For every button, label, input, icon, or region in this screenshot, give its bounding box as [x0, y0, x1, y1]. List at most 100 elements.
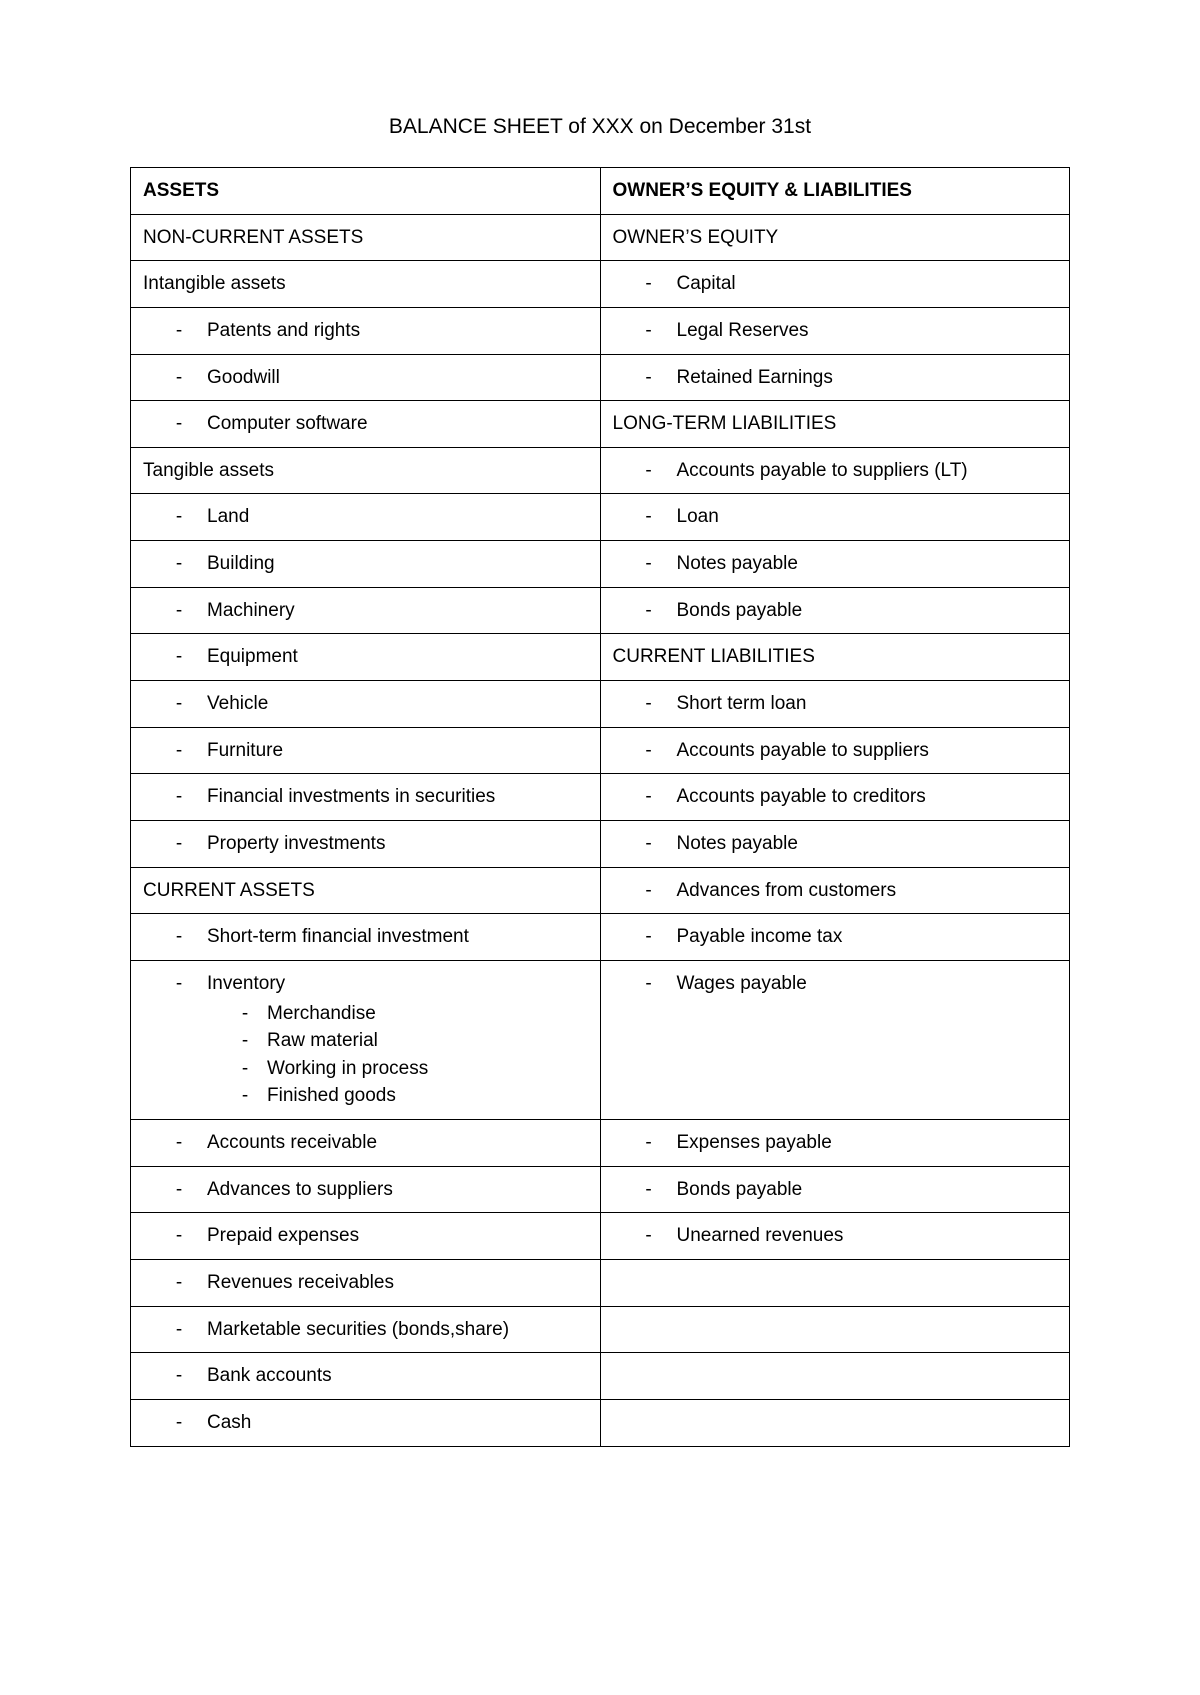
bullet-label: Property investments	[207, 833, 385, 854]
bullet-dash-icon: -	[641, 318, 657, 344]
bullet-label: Capital	[677, 273, 736, 294]
bullet-dash-icon: -	[641, 691, 657, 717]
bullet-text-wrap: Payable income tax	[677, 924, 1058, 950]
bullet-text-wrap: Goodwill	[207, 365, 588, 391]
bullet-dash-icon: -	[237, 1001, 253, 1027]
cell-right: -Bonds payable	[600, 1166, 1070, 1213]
bullet-dash-icon: -	[171, 1177, 187, 1203]
cell-right: -Loan	[600, 494, 1070, 541]
bullet-item: -Accounts payable to suppliers (LT)	[613, 458, 1058, 484]
bullet-text-wrap: Legal Reserves	[677, 318, 1058, 344]
table-row: -Revenues receivables	[131, 1260, 1070, 1307]
bullet-text-wrap: Building	[207, 551, 588, 577]
subsection-heading: Intangible assets	[143, 273, 286, 294]
bullet-text-wrap: Accounts payable to suppliers	[677, 738, 1058, 764]
sub-bullet-item: -Merchandise	[207, 1001, 588, 1027]
table-row: -Prepaid expenses-Unearned revenues	[131, 1213, 1070, 1260]
cell-left: CURRENT ASSETS	[131, 867, 601, 914]
bullet-label: Short-term financial investment	[207, 926, 469, 947]
cell-right: LONG-TERM LIABILITIES	[600, 401, 1070, 448]
bullet-label: Legal Reserves	[677, 320, 809, 341]
bullet-label: Notes payable	[677, 833, 798, 854]
cell-left: -Building	[131, 541, 601, 588]
bullet-item: -Wages payable	[613, 971, 1058, 997]
bullet-label: Retained Earnings	[677, 367, 833, 388]
bullet-label: Goodwill	[207, 367, 280, 388]
table-row: -Advances to suppliers -Bonds payable	[131, 1166, 1070, 1213]
bullet-item: -Accounts payable to suppliers	[613, 738, 1058, 764]
cell-left: -Financial investments in securities	[131, 774, 601, 821]
bullet-item: -Loan	[613, 504, 1058, 530]
bullet-item: -Equipment	[143, 644, 588, 670]
sub-bullet-item: -Working in process	[207, 1056, 588, 1082]
sub-bullet-label: Finished goods	[267, 1083, 396, 1109]
bullet-item: -Furniture	[143, 738, 588, 764]
bullet-label: Bonds payable	[677, 600, 803, 621]
cell-right: -Expenses payable	[600, 1120, 1070, 1167]
bullet-item: -Financial investments in securities	[143, 784, 588, 810]
bullet-label: Notes payable	[677, 553, 798, 574]
bullet-text-wrap: Bank accounts	[207, 1363, 588, 1389]
table-row: -Building -Notes payable	[131, 541, 1070, 588]
table-header-row: ASSETSOWNER’S EQUITY & LIABILITIES	[131, 168, 1070, 215]
cell-left: -Prepaid expenses	[131, 1213, 601, 1260]
section-heading: NON-CURRENT ASSETS	[143, 227, 363, 248]
bullet-dash-icon: -	[641, 598, 657, 624]
header-cell-left: ASSETS	[131, 168, 601, 215]
cell-left: Tangible assets	[131, 447, 601, 494]
bullet-dash-icon: -	[171, 365, 187, 391]
table-row: CURRENT ASSETS-Advances from customers	[131, 867, 1070, 914]
cell-right: -Unearned revenues	[600, 1213, 1070, 1260]
bullet-item: -Land	[143, 504, 588, 530]
table-row: -Property investments-Notes payable	[131, 820, 1070, 867]
bullet-item: -Notes payable	[613, 551, 1058, 577]
bullet-label: Patents and rights	[207, 320, 360, 341]
bullet-text-wrap: Revenues receivables	[207, 1270, 588, 1296]
bullet-text-wrap: Bonds payable	[677, 598, 1058, 624]
bullet-dash-icon: -	[171, 1130, 187, 1156]
bullet-item: -Advances to suppliers	[143, 1177, 588, 1203]
table-row: -Financial investments in securities-Acc…	[131, 774, 1070, 821]
bullet-text-wrap: Prepaid expenses	[207, 1223, 588, 1249]
cell-right: -Payable income tax	[600, 914, 1070, 961]
bullet-label: Short term loan	[677, 693, 807, 714]
sub-bullet-item: -Finished goods	[207, 1083, 588, 1109]
cell-right: -Short term loan	[600, 681, 1070, 728]
cell-left: -Property investments	[131, 820, 601, 867]
bullet-text-wrap: Advances from customers	[677, 878, 1058, 904]
cell-right	[600, 1306, 1070, 1353]
bullet-text-wrap: Advances to suppliers	[207, 1177, 588, 1203]
table-row: -EquipmentCURRENT LIABILITIES	[131, 634, 1070, 681]
cell-left: -Land	[131, 494, 601, 541]
bullet-text-wrap: Accounts payable to suppliers (LT)	[677, 458, 1058, 484]
bullet-item: -Bonds payable	[613, 598, 1058, 624]
bullet-dash-icon: -	[171, 971, 187, 997]
balance-sheet-table: ASSETSOWNER’S EQUITY & LIABILITIES NON-CU…	[130, 167, 1070, 1447]
bullet-dash-icon: -	[171, 1363, 187, 1389]
table-row: -Accounts receivable-Expenses payable	[131, 1120, 1070, 1167]
header-label: ASSETS	[143, 180, 219, 201]
bullet-item: -Marketable securities (bonds,share)	[143, 1317, 588, 1343]
bullet-label: Machinery	[207, 600, 295, 621]
bullet-text-wrap: Cash	[207, 1410, 588, 1436]
cell-right: -Advances from customers	[600, 867, 1070, 914]
cell-left: -Vehicle	[131, 681, 601, 728]
bullet-item: -Property investments	[143, 831, 588, 857]
table-row: - Machinery -Bonds payable	[131, 587, 1070, 634]
cell-right: -Notes payable	[600, 541, 1070, 588]
bullet-dash-icon: -	[171, 738, 187, 764]
bullet-dash-icon: -	[641, 878, 657, 904]
table-row: -Patents and rights-Legal Reserves	[131, 307, 1070, 354]
empty-cell	[613, 1363, 1058, 1385]
bullet-item: -Capital	[613, 271, 1058, 297]
bullet-dash-icon: -	[237, 1056, 253, 1082]
cell-right: -Retained Earnings	[600, 354, 1070, 401]
cell-left: -Goodwill	[131, 354, 601, 401]
bullet-dash-icon: -	[171, 691, 187, 717]
cell-left: -Computer software	[131, 401, 601, 448]
section-heading: OWNER’S EQUITY	[613, 227, 779, 248]
document-title: BALANCE SHEET of XXX on December 31st	[130, 115, 1070, 139]
bullet-item: -Expenses payable	[613, 1130, 1058, 1156]
bullet-dash-icon: -	[171, 1317, 187, 1343]
bullet-dash-icon: -	[641, 504, 657, 530]
